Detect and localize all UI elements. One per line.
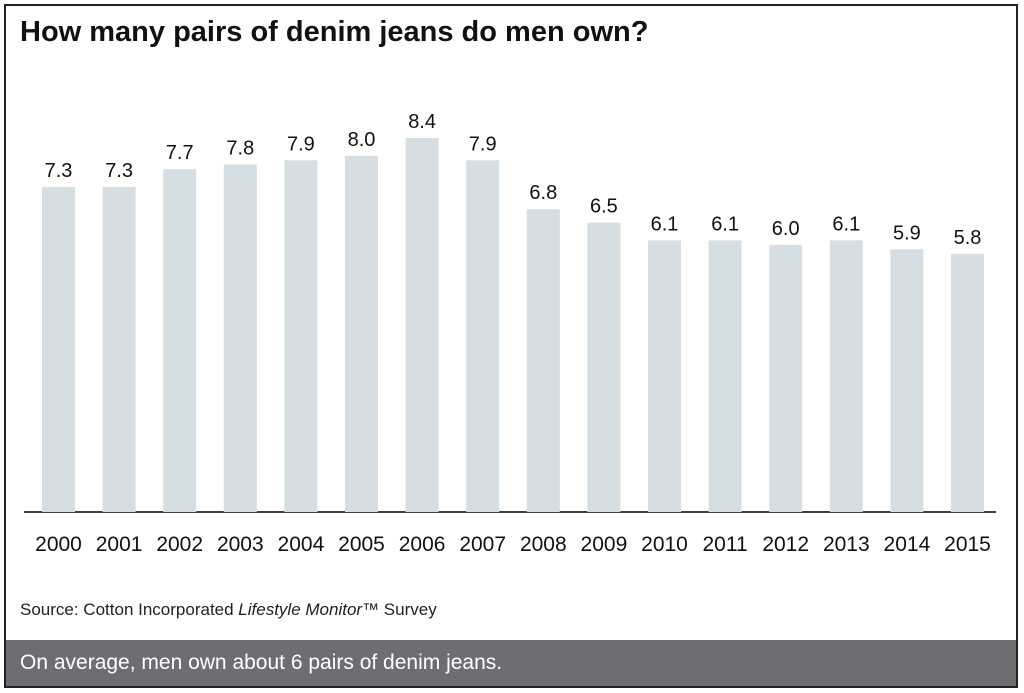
value-label-2008: 6.8 xyxy=(529,182,557,204)
value-label-2005: 8.0 xyxy=(348,129,376,151)
x-tick-label-2001: 2001 xyxy=(96,533,143,556)
bar-2011 xyxy=(708,240,742,512)
x-tick-label-2007: 2007 xyxy=(459,533,506,556)
x-tick-label-2003: 2003 xyxy=(217,533,264,556)
bar-2006 xyxy=(405,138,439,512)
value-label-2010: 6.1 xyxy=(651,213,679,235)
bar-2005 xyxy=(345,155,378,513)
bar-2002 xyxy=(163,169,197,512)
x-tick-label-2000: 2000 xyxy=(35,533,82,556)
value-label-2000: 7.3 xyxy=(45,160,73,182)
value-label-2004: 7.9 xyxy=(287,133,315,155)
x-tick-label-2006: 2006 xyxy=(399,533,446,556)
bar-2003 xyxy=(223,164,257,512)
source-prefix: Source: Cotton Incorporated xyxy=(20,600,239,619)
x-tick-label-2010: 2010 xyxy=(641,533,688,556)
bar-2004 xyxy=(284,160,318,512)
source-note: Source: Cotton Incorporated Lifestyle Mo… xyxy=(20,600,437,620)
bar-2001 xyxy=(102,186,136,512)
bar-2008 xyxy=(526,209,560,512)
bar-2015 xyxy=(951,253,984,512)
bar-2007 xyxy=(466,160,500,512)
value-label-2015: 5.8 xyxy=(954,227,982,249)
value-label-2007: 7.9 xyxy=(469,133,497,155)
footer-banner: On average, men own about 6 pairs of den… xyxy=(6,640,1016,686)
x-tick-label-2014: 2014 xyxy=(884,533,931,556)
x-tick-label-2008: 2008 xyxy=(520,533,567,556)
bar-2009 xyxy=(587,222,621,512)
value-label-2011: 6.1 xyxy=(711,213,739,235)
x-tick-label-2011: 2011 xyxy=(703,533,748,556)
value-label-2001: 7.3 xyxy=(105,160,133,182)
x-tick-label-2004: 2004 xyxy=(278,533,325,556)
bar-2000 xyxy=(42,186,75,512)
value-label-2012: 6.0 xyxy=(772,218,800,240)
value-label-2013: 6.1 xyxy=(832,213,860,235)
source-suffix: ™ Survey xyxy=(362,600,437,619)
bar-2012 xyxy=(769,244,803,512)
x-tick-label-2005: 2005 xyxy=(338,533,385,556)
value-label-2014: 5.9 xyxy=(893,222,921,244)
bar-2013 xyxy=(829,240,863,512)
source-italic: Lifestyle Monitor xyxy=(238,600,363,619)
chart-title: How many pairs of denim jeans do men own… xyxy=(20,16,649,48)
x-tick-label-2002: 2002 xyxy=(156,533,203,556)
value-label-2006: 8.4 xyxy=(408,111,436,133)
x-tick-label-2009: 2009 xyxy=(581,533,628,556)
value-label-2002: 7.7 xyxy=(166,142,194,164)
x-tick-label-2012: 2012 xyxy=(762,533,809,556)
value-label-2009: 6.5 xyxy=(590,196,618,218)
chart-frame: How many pairs of denim jeans do men own… xyxy=(4,4,1018,688)
bar-2010 xyxy=(648,240,681,512)
x-tick-label-2013: 2013 xyxy=(823,533,870,556)
bar-2014 xyxy=(890,249,924,513)
bar-chart: 7.3 2000 7.3 2001 7.7 2002 7.8 2003 7.9 2004 8.0 20… xyxy=(24,111,996,556)
x-tick-label-2015: 2015 xyxy=(944,533,991,556)
value-label-2003: 7.8 xyxy=(226,138,254,160)
